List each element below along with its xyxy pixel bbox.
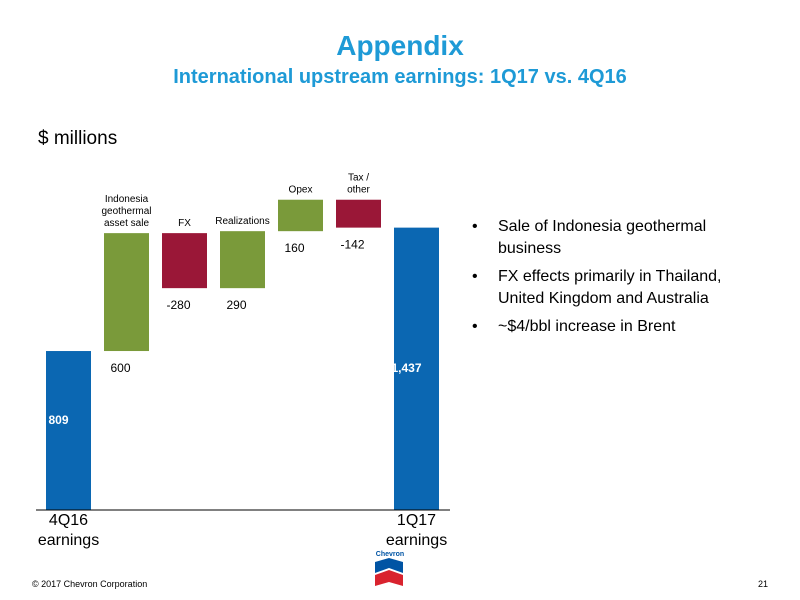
category-label: earnings	[386, 532, 447, 549]
bar-5	[336, 199, 381, 228]
category-label: 1Q17	[397, 512, 436, 529]
bullet-dot: •	[472, 318, 478, 335]
category-label: Tax /	[348, 173, 369, 184]
page-number: 21	[758, 579, 769, 589]
category-label: asset sale	[104, 218, 149, 229]
bar-value-label: 809	[48, 413, 68, 427]
bullet-dot: •	[472, 218, 478, 235]
bullet-item: • Sale of Indonesia geothermal business	[472, 216, 772, 260]
bar-0	[46, 351, 91, 510]
bullet-text: FX effects primarily in Thailand, United…	[498, 268, 722, 307]
category-label: FX	[178, 218, 191, 229]
bar-2	[162, 233, 207, 289]
category-label: earnings	[38, 532, 99, 549]
bullet-list: • Sale of Indonesia geothermal business •…	[472, 216, 772, 344]
chevron-logo-icon	[375, 558, 403, 586]
category-label: Realizations	[215, 216, 269, 227]
bar-1	[104, 233, 149, 352]
bar-4	[278, 199, 323, 232]
category-label: 4Q16	[49, 512, 88, 529]
category-label: Opex	[289, 185, 313, 196]
bullet-dot: •	[472, 268, 478, 285]
bar-6	[394, 227, 439, 510]
page-subtitle: International upstream earnings: 1Q17 vs…	[173, 66, 627, 88]
units-label: $ millions	[38, 128, 118, 149]
bullet-text: ~$4/bbl increase in Brent	[498, 318, 676, 335]
page-title: Appendix	[336, 30, 464, 61]
bar-value-label: 160	[284, 241, 304, 255]
bar-3	[220, 231, 265, 289]
bar-value-label: -142	[340, 238, 364, 252]
category-label: Indonesia	[105, 194, 149, 205]
copyright-text: © 2017 Chevron Corporation	[32, 579, 148, 589]
bullet-item: • ~$4/bbl increase in Brent	[472, 316, 772, 338]
bullet-text: Sale of Indonesia geothermal business	[498, 218, 707, 257]
bar-value-label: -280	[166, 298, 190, 312]
bar-value-label: 290	[226, 298, 246, 312]
logo-text: Chevron	[375, 551, 405, 558]
category-label: geothermal	[101, 206, 151, 217]
bar-value-label: 600	[110, 361, 130, 375]
category-label: other	[347, 185, 370, 196]
bar-value-label: 1,437	[391, 361, 421, 375]
bullet-item: • FX effects primarily in Thailand, Unite…	[472, 266, 772, 310]
